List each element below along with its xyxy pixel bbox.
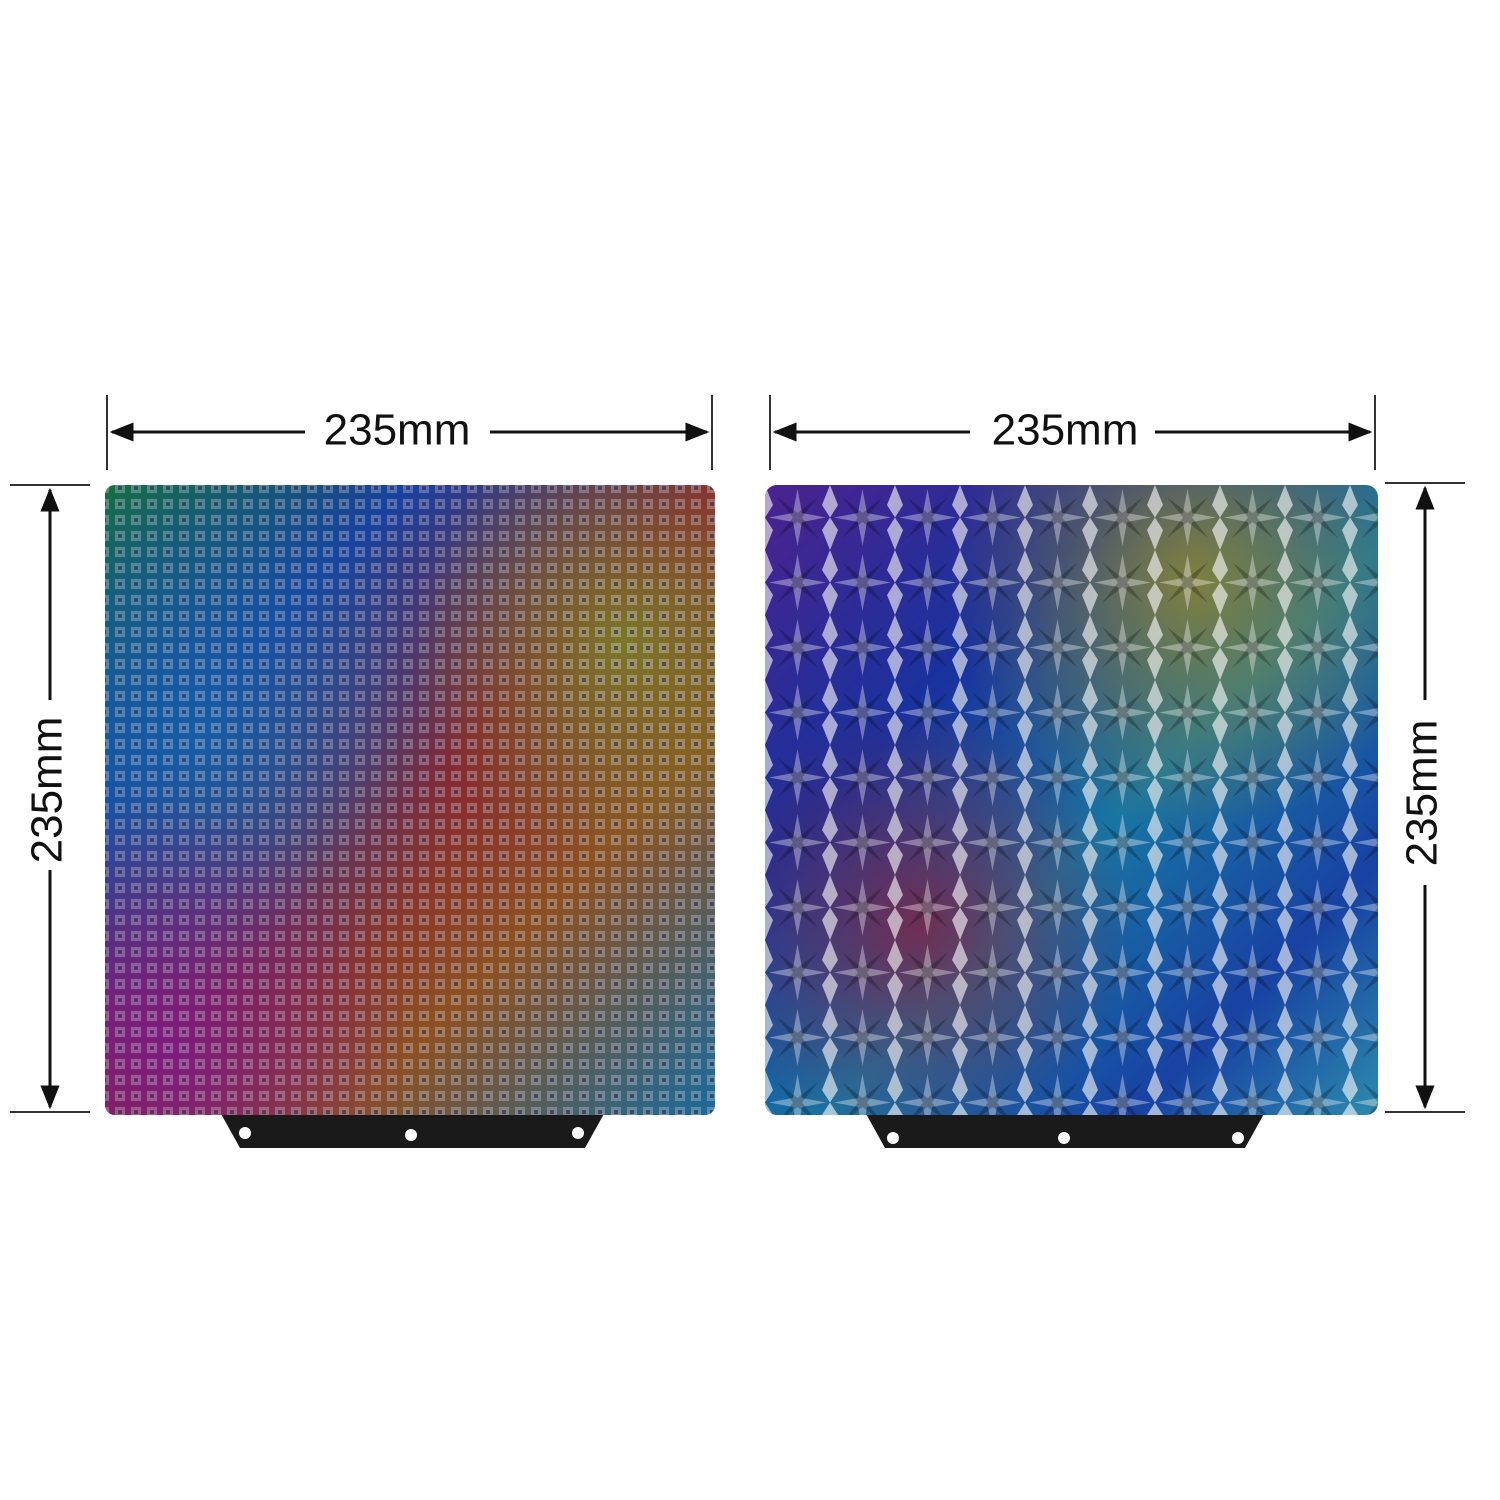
tab-hole (405, 1129, 417, 1141)
plate-tab (865, 1112, 1265, 1148)
right-height-dimension: 235mm (1385, 482, 1465, 1113)
tab-hole (887, 1132, 899, 1144)
right-width-dimension: 235mm (769, 395, 1376, 470)
tab-hole (1232, 1132, 1244, 1144)
left-plate (105, 485, 715, 1148)
tab-hole (1058, 1132, 1070, 1144)
tab-hole (572, 1127, 584, 1139)
left-height-dimension: 235mm (10, 484, 90, 1113)
left-width-dimension: 235mm (106, 395, 713, 470)
tab-hole (239, 1127, 251, 1139)
height-label: 235mm (1398, 720, 1447, 867)
width-label: 235mm (992, 406, 1139, 455)
holographic-surface (765, 485, 1378, 1115)
height-label: 235mm (23, 717, 72, 864)
right-plate (765, 485, 1378, 1148)
width-label: 235mm (324, 406, 471, 455)
holographic-surface (105, 485, 715, 1115)
